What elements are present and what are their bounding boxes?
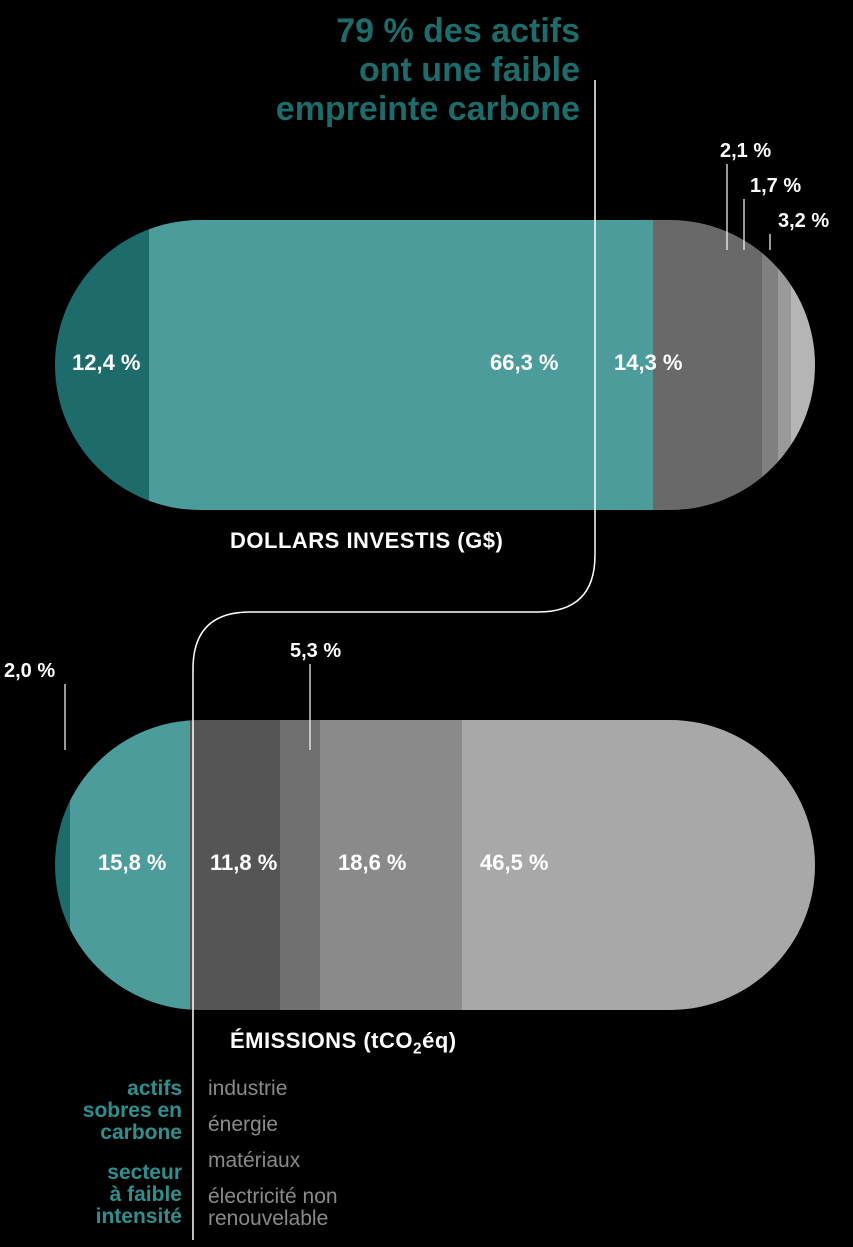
legend-left-item-1: secteurà faibleintensité [30, 1162, 182, 1228]
dollars-invested-bar [55, 220, 815, 510]
callout-energie: 5,3 % [290, 640, 341, 663]
segment-materiaux [778, 220, 791, 510]
connector-lines [0, 0, 853, 1247]
segment-label-sobres: 12,4 % [72, 350, 141, 376]
emissions-bar [55, 720, 815, 1010]
legend-right-item-2: matériaux [208, 1150, 508, 1172]
legend-right-item-1: énergie [208, 1114, 508, 1136]
chart1-title: DOLLARS INVESTIS (G$) [230, 528, 503, 554]
segment-label-industrie: 11,8 % [210, 850, 277, 876]
segment-elec [791, 220, 815, 510]
chart2-title: ÉMISSIONS (tCO2éq) [230, 1028, 457, 1058]
legend-left-column: actifssobres encarbone secteurà faibleint… [30, 1078, 182, 1228]
headline-text: 79 % des actifsont une faibleempreinte c… [190, 12, 580, 129]
segment-energie [762, 220, 778, 510]
legend-left-item-0: actifssobres encarbone [30, 1078, 182, 1144]
callout-energie: 2,1 % [720, 140, 771, 163]
segment-sobres [55, 720, 70, 1010]
segment-label-materiaux: 18,6 % [338, 850, 407, 876]
legend-right-item-0: industrie [208, 1078, 508, 1100]
callout-materiaux: 1,7 % [750, 175, 801, 198]
callout-sobres: 2,0 % [4, 660, 55, 683]
segment-energie [280, 720, 320, 1010]
segment-label-elec: 46,5 % [480, 850, 549, 876]
segment-label-faible: 15,8 % [98, 850, 167, 876]
legend-right-item-3: électricité nonrenouvelable [208, 1186, 508, 1230]
segment-faible [149, 220, 653, 510]
segment-label-faible: 66,3 % [490, 350, 559, 376]
segment-label-industrie: 14,3 % [614, 350, 683, 376]
callout-elec: 3,2 % [778, 210, 829, 233]
legend-right-column: industrie énergie matériaux électricité non… [208, 1078, 508, 1230]
